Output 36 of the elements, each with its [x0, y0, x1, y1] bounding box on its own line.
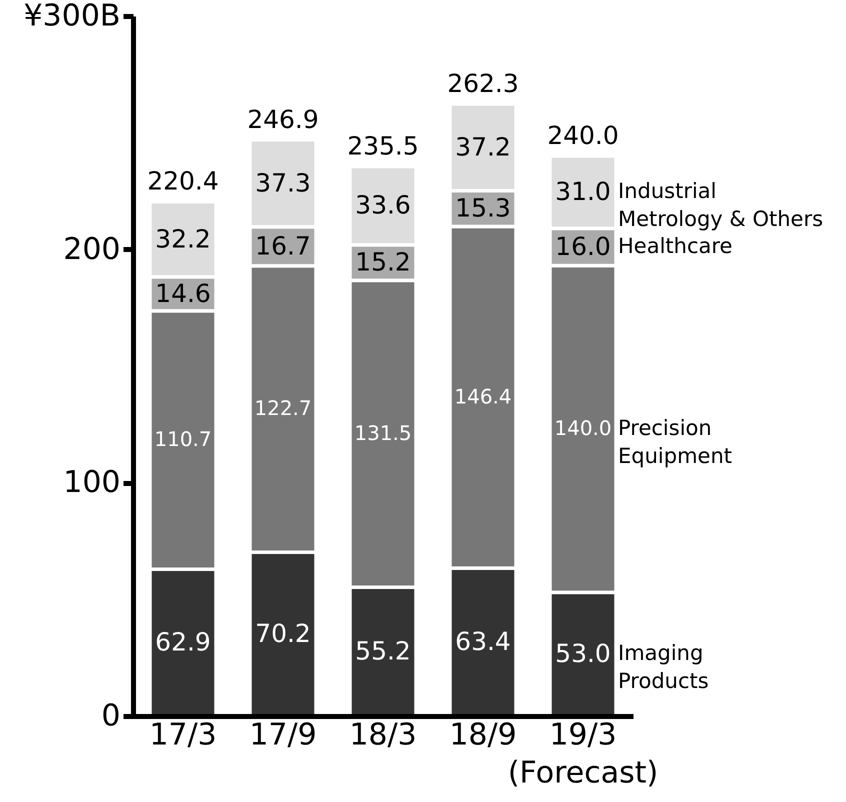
- data-label: 53.0: [555, 639, 611, 668]
- x-tick-label: 18/3: [349, 718, 417, 752]
- x-tick-label: 17/9: [249, 718, 317, 752]
- total-label: 246.9: [247, 104, 319, 134]
- y-tick-label: 0: [101, 698, 120, 734]
- data-label: 37.3: [255, 168, 311, 198]
- y-tick-label: 200: [63, 232, 120, 267]
- total-label: 235.5: [347, 132, 419, 160]
- data-label: 16.0: [555, 232, 611, 261]
- data-label: 33.6: [355, 190, 411, 220]
- data-label: 16.7: [255, 231, 311, 260]
- data-label: 110.7: [154, 427, 212, 452]
- data-label: 15.2: [355, 248, 411, 277]
- data-label: 62.9: [155, 628, 211, 657]
- data-label: 31.0: [555, 177, 611, 206]
- data-label: 32.2: [155, 224, 211, 254]
- data-label: 140.0: [554, 416, 612, 440]
- data-label: 63.4: [455, 627, 511, 656]
- series-label: Industrial Metrology & Others: [618, 179, 824, 232]
- data-label: 122.7: [254, 396, 312, 420]
- y-tick-label: 100: [63, 465, 120, 500]
- total-label: 220.4: [147, 166, 219, 196]
- data-label: 55.2: [355, 636, 411, 666]
- series-label: Imaging Products: [618, 641, 709, 694]
- data-label: 70.2: [255, 619, 311, 648]
- data-label: 15.3: [455, 194, 511, 223]
- data-label: 14.6: [155, 278, 211, 308]
- total-label: 240.0: [547, 121, 619, 150]
- total-label: 262.3: [447, 68, 519, 98]
- x-tick-label: 17/3: [149, 718, 217, 752]
- series-label: Healthcare: [618, 234, 732, 258]
- data-label: 131.5: [354, 420, 412, 445]
- data-label: 37.2: [455, 132, 511, 162]
- data-label: 146.4: [454, 384, 512, 408]
- y-tick-label: ¥300B: [24, 0, 120, 34]
- series-label: Precision Equipment: [618, 416, 732, 468]
